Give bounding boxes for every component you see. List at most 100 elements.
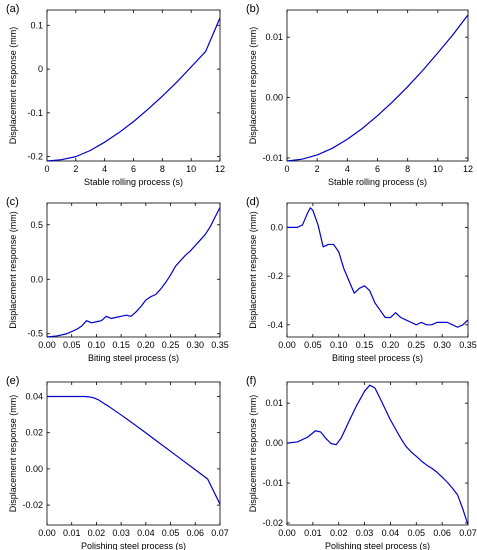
y-tick-label: 0 <box>38 64 43 74</box>
chart-panel-e: 0.00 0.01 0.02 0.03 0.04 0.05 0.06 0.07 -0.02 0.0… <box>6 375 229 550</box>
y-tick-label: 0.01 <box>265 32 283 42</box>
x-tick-label: 6 <box>375 164 380 174</box>
y-axis-label: Displacement response (mm) <box>8 211 18 329</box>
x-tick-label: 0.03 <box>356 528 374 538</box>
x-tick-label: 0 <box>284 164 289 174</box>
y-tick-label: -0.1 <box>27 108 43 118</box>
x-tick-label: 0.07 <box>459 528 477 538</box>
x-tick-label: 6 <box>131 164 136 174</box>
x-tick-label: 0.00 <box>278 528 296 538</box>
chart-panel-f: 0.00 0.01 0.02 0.03 0.04 0.05 0.06 0.07 -0.02 -0.… <box>246 375 477 550</box>
x-tick-label: 0.35 <box>211 340 229 350</box>
panel-label: (c) <box>6 196 19 208</box>
series-line <box>47 395 221 505</box>
y-axis-label: Displacement response (mm) <box>248 395 258 513</box>
x-tick-label: 12 <box>463 164 473 174</box>
y-tick-label: 0.1 <box>30 20 43 30</box>
x-tick-label: 0.15 <box>112 340 130 350</box>
y-tick-label: -0.2 <box>27 152 43 162</box>
panel-label: (e) <box>6 375 19 387</box>
x-tick-label: 0.25 <box>408 340 426 350</box>
y-tick-label: -0.4 <box>267 320 283 330</box>
plot-frame <box>286 202 469 338</box>
panel-label: (b) <box>246 3 259 15</box>
x-tick-label: 4 <box>102 164 107 174</box>
x-tick-label: 0.01 <box>63 528 81 538</box>
y-tick-label: 0.00 <box>25 464 43 474</box>
x-tick-label: 0 <box>44 164 49 174</box>
x-tick-label: 0.30 <box>433 340 451 350</box>
x-tick-label: 0.10 <box>330 340 348 350</box>
x-tick-label: 0.04 <box>137 528 155 538</box>
chart-panel-d: 0.00 0.05 0.10 0.15 0.20 0.25 0.30 0.35 -0.4 -0.2… <box>246 196 477 363</box>
x-tick-label: 0.05 <box>63 340 81 350</box>
x-tick-label: 0.00 <box>38 528 56 538</box>
chart-panel-a: 0 2 4 6 8 10 12 -0.2 -0.1 0 0.1 Stable rolling proc… <box>6 3 225 187</box>
series-line <box>46 17 221 162</box>
x-axis-label: Polishing steel process (s) <box>325 541 430 550</box>
x-tick-label: 0.00 <box>278 340 296 350</box>
x-axis-label: Stable rolling process (s) <box>328 177 427 187</box>
panel-label: (a) <box>6 3 19 15</box>
x-tick-label: 0.02 <box>88 528 106 538</box>
chart-panel-c: 0.00 0.05 0.10 0.15 0.20 0.25 0.30 0.35 -0.5 0.0 0… <box>6 196 229 363</box>
y-tick-label: 0.01 <box>265 398 283 408</box>
y-axis-label: Displacement response (mm) <box>248 27 258 145</box>
x-tick-label: 0.03 <box>112 528 130 538</box>
x-tick-label: 10 <box>433 164 443 174</box>
chart-panel-b: 0 2 4 6 8 10 12 -0.01 0.00 0.01 Stable rolling pro… <box>246 3 473 187</box>
y-tick-label: 0.00 <box>265 438 283 448</box>
x-axis-label: Biting steel process (s) <box>88 353 179 363</box>
x-tick-label: 0.06 <box>187 528 205 538</box>
x-tick-label: 2 <box>73 164 78 174</box>
x-tick-label: 12 <box>215 164 225 174</box>
x-tick-label: 4 <box>345 164 350 174</box>
plot-frame <box>286 9 469 162</box>
x-tick-label: 0.10 <box>88 340 106 350</box>
plot-frame <box>46 9 221 162</box>
x-tick-label: 8 <box>160 164 165 174</box>
y-tick-label: -0.02 <box>22 500 43 510</box>
series-line <box>286 14 469 162</box>
y-axis-label: Displacement response (mm) <box>8 27 18 145</box>
x-tick-label: 10 <box>186 164 196 174</box>
x-tick-label: 0.07 <box>211 528 229 538</box>
plot-frame <box>46 202 221 338</box>
x-tick-label: 0.20 <box>382 340 400 350</box>
x-tick-label: 0.30 <box>187 340 205 350</box>
series-line <box>287 207 469 328</box>
series-line <box>46 207 221 338</box>
x-tick-label: 2 <box>315 164 320 174</box>
y-axis-label: Displacement response (mm) <box>248 211 258 329</box>
x-tick-label: 8 <box>405 164 410 174</box>
x-tick-label: 0.15 <box>356 340 374 350</box>
y-tick-label: 0.02 <box>25 428 43 438</box>
y-axis-label: Displacement response (mm) <box>8 395 18 513</box>
x-tick-label: 0.25 <box>162 340 180 350</box>
y-tick-label: 0.0 <box>270 222 283 232</box>
y-tick-label: 0.00 <box>265 93 283 103</box>
x-tick-label: 0.00 <box>38 340 56 350</box>
y-tick-label: 0.04 <box>25 391 43 401</box>
y-tick-label: -0.01 <box>262 478 283 488</box>
y-tick-label: -0.2 <box>267 271 283 281</box>
x-tick-label: 0.35 <box>459 340 477 350</box>
x-tick-label: 0.02 <box>330 528 348 538</box>
x-axis-label: Polishing steel process (s) <box>81 541 186 550</box>
plot-frame <box>46 381 221 526</box>
y-tick-label: 0.5 <box>30 220 43 230</box>
x-axis-label: Stable rolling process (s) <box>84 177 183 187</box>
x-tick-label: 0.04 <box>382 528 400 538</box>
x-tick-label: 0.05 <box>162 528 180 538</box>
x-tick-label: 0.06 <box>433 528 451 538</box>
panel-label: (d) <box>246 196 259 208</box>
series-line <box>286 384 469 526</box>
y-tick-label: 0.0 <box>30 274 43 284</box>
panel-label: (f) <box>246 375 256 387</box>
x-axis-label: Biting steel process (s) <box>332 353 423 363</box>
y-tick-label: -0.02 <box>262 518 283 528</box>
x-tick-label: 0.20 <box>137 340 155 350</box>
x-tick-label: 0.05 <box>304 340 322 350</box>
x-tick-label: 0.05 <box>408 528 426 538</box>
